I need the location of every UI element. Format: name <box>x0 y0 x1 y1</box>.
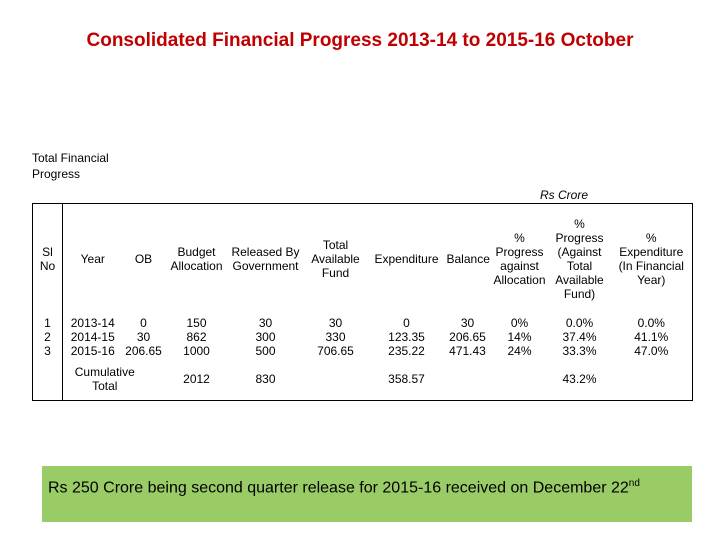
cell-pct-allocation: 0% <box>510 316 529 330</box>
cell-balance: 471.43 <box>449 344 486 358</box>
cell-total: 330 <box>325 330 346 344</box>
cell-released: 300 <box>255 330 276 344</box>
financial-progress-table: Sl No Year OB Budget Allocation Released… <box>32 203 693 401</box>
cell-pct-allocation: 24% <box>507 344 532 358</box>
cell-ob: 206.65 <box>125 344 162 358</box>
table-row: 3 2015-16 206.65 1000 500 706.65 235.22 … <box>32 344 693 358</box>
cell-pct-available: 37.4% <box>562 330 597 344</box>
release-note-text: Rs 250 Crore being second quarter releas… <box>48 479 629 497</box>
cell-pct-expenditure: 41.1% <box>610 330 693 344</box>
cumulative-label: Cumulative Total <box>62 358 165 401</box>
cell-released: 30 <box>258 316 273 330</box>
header-row: Sl No Year OB Budget Allocation Released… <box>32 203 693 314</box>
table-row: 2 2014-15 30 862 300 330 123.35 206.65 1… <box>32 330 693 344</box>
cell-total: 30 <box>328 316 343 330</box>
cell-expenditure: 235.22 <box>388 344 425 358</box>
cell-balance: 30 <box>460 316 475 330</box>
cell-budget: 1000 <box>183 344 210 358</box>
cell-budget: 862 <box>186 330 207 344</box>
header-slno: Sl No <box>32 203 63 314</box>
header-expenditure: Expenditure <box>368 203 445 314</box>
cell-pct-available: 0.0% <box>565 316 594 330</box>
header-balance: Balance <box>444 203 491 314</box>
release-note: Rs 250 Crore being second quarter releas… <box>42 466 692 522</box>
header-pct-expenditure: % Expenditure (In Financial Year) <box>610 203 693 314</box>
page-title: Consolidated Financial Progress 2013-14 … <box>86 30 634 51</box>
cell-pct-expenditure: 0.0% <box>610 314 693 330</box>
cumulative-expenditure: 358.57 <box>368 358 445 401</box>
cumulative-row: Cumulative Total 2012 830 358.57 43.2% <box>32 358 693 401</box>
cell-released: 500 <box>255 344 276 358</box>
cell-pct-expenditure: 47.0% <box>610 344 693 358</box>
cumulative-released: 830 <box>228 358 303 401</box>
release-note-suffix: nd <box>628 478 640 489</box>
cell-budget: 150 <box>186 316 207 330</box>
cell-year: 2014-15 <box>62 330 123 344</box>
header-year: Year <box>62 203 123 314</box>
cell-balance: 206.65 <box>449 330 486 344</box>
cell-pct-available: 33.3% <box>562 344 597 358</box>
cell-pct-allocation: 14% <box>507 330 532 344</box>
header-released: Released By Government <box>228 203 303 314</box>
cell-slno: 1 <box>32 314 63 330</box>
cell-expenditure: 123.35 <box>388 330 425 344</box>
cumulative-budget: 2012 <box>164 358 229 401</box>
header-budget: Budget Allocation <box>164 203 229 314</box>
table-row: 1 2013-14 0 150 30 30 0 30 0% 0.0% 0.0% <box>32 314 693 330</box>
header-total-available: Total Available Fund <box>302 203 369 314</box>
cell-total: 706.65 <box>317 344 354 358</box>
cell-year: 2013-14 <box>62 314 123 330</box>
unit-label: Rs Crore <box>540 188 589 202</box>
cell-ob: 0 <box>140 316 147 330</box>
header-pct-available: % Progress (Against Total Available Fund… <box>548 203 611 314</box>
section-subtitle: Total Financial Progress <box>32 151 109 181</box>
cell-ob: 30 <box>136 330 151 344</box>
cell-expenditure: 0 <box>403 316 410 330</box>
cumulative-pct: 43.2% <box>548 358 611 401</box>
header-ob: OB <box>122 203 165 314</box>
header-pct-allocation: % Progress against Allocation <box>490 203 549 314</box>
cell-slno: 2 <box>32 330 63 344</box>
cell-year: 2015-16 <box>62 344 123 358</box>
cell-slno: 3 <box>32 344 63 358</box>
